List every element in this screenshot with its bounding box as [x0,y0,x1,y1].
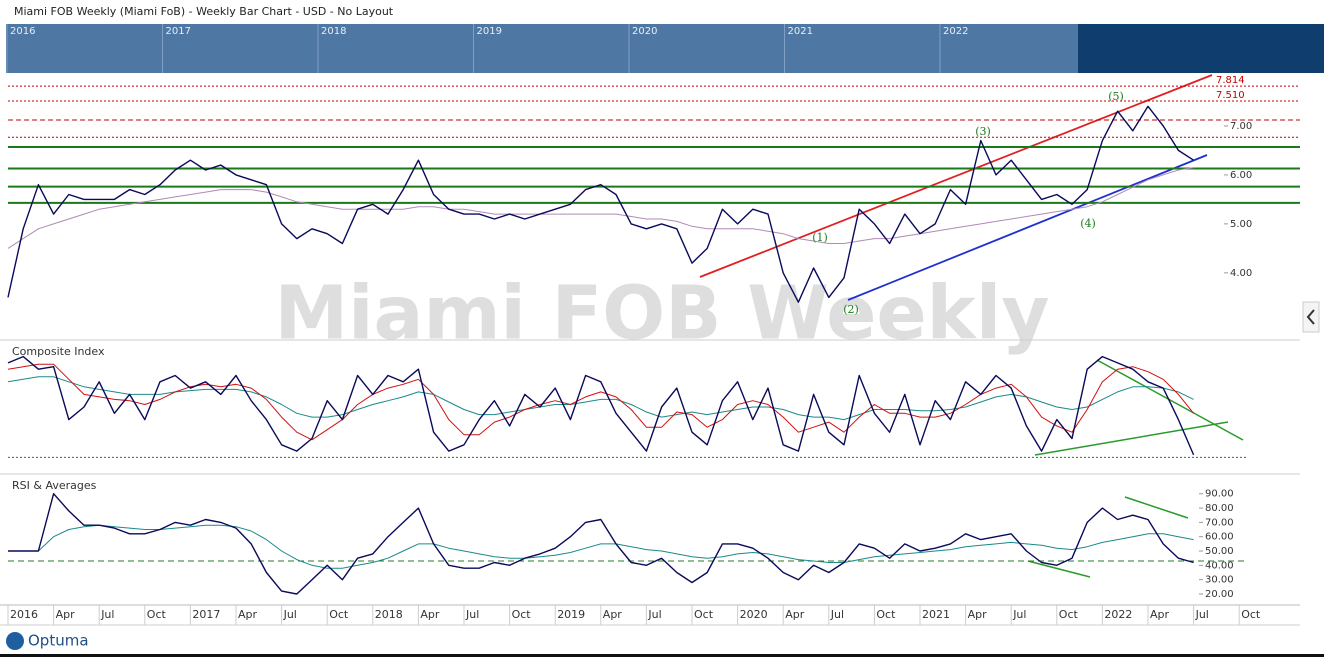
x-tick-label: 2019 [557,608,585,621]
navigator-label: 2016 [10,26,35,37]
level-label: 7.510 [1216,90,1245,101]
x-tick-label: Apr [56,608,76,621]
chevron-icon [1306,309,1315,325]
x-tick-label: Jul [1195,608,1209,621]
y-tick-label: 6.00 [1230,170,1252,181]
x-tick-label: 2022 [1104,608,1132,621]
series-line [8,524,1194,569]
series-line [7,167,1194,249]
x-tick-label: 2017 [192,608,220,621]
y-tick-label: 20.00 [1205,589,1234,600]
trend-line [1124,496,1189,519]
y-tick-label: 90.00 [1205,489,1234,500]
x-tick-label: Apr [603,608,623,621]
chart-title: Miami FOB Weekly (Miami FoB) - Weekly Ba… [14,5,394,18]
x-tick-label: Oct [694,608,714,621]
side-button[interactable] [1302,301,1320,333]
x-tick-label: Oct [147,608,167,621]
series-line [7,355,1195,456]
x-tick-label: Apr [785,608,805,621]
wave-label: (1) [812,231,828,244]
wave-label: (3) [975,125,991,138]
trend-line [1096,359,1244,441]
navigator-label: 2020 [632,26,657,37]
x-tick-label: Apr [968,608,988,621]
x-tick-label: Apr [420,608,440,621]
watermark: Miami FOB Weekly [275,271,1050,357]
x-tick-label: Oct [876,608,896,621]
wave-label: (2) [843,303,859,316]
logo: Optuma [28,632,89,650]
series-line [8,493,1194,595]
x-tick-label: Oct [1241,608,1261,621]
x-tick-label: 2018 [375,608,403,621]
navigator-label: 2019 [477,26,502,37]
x-tick-label: Jul [647,608,661,621]
y-tick-label: 50.00 [1205,546,1234,557]
trend-line [847,154,1208,301]
navigator[interactable] [6,24,1078,73]
navigator-label: 2018 [321,26,346,37]
x-tick-label: 2021 [922,608,950,621]
trend-line [1027,560,1091,578]
x-tick-label: 2020 [740,608,768,621]
series-line [7,376,1194,421]
x-tick-label: Jul [1012,608,1026,621]
x-tick-label: Jul [100,608,114,621]
series-line [7,105,1194,303]
bottom-bar [0,654,1324,657]
x-tick-label: 2016 [10,608,38,621]
trend-line [1034,421,1229,456]
x-tick-label: Oct [512,608,532,621]
panel-title: RSI & Averages [12,479,97,492]
navigator-label: 2017 [166,26,191,37]
x-tick-label: Apr [1150,608,1170,621]
x-tick-label: Jul [283,608,297,621]
panel-title: Composite Index [12,345,105,358]
x-tick-label: Jul [465,608,479,621]
y-tick-label: 7.00 [1230,121,1252,132]
series-line [7,363,1194,441]
y-tick-label: 60.00 [1205,532,1234,543]
level-label: 7.814 [1216,75,1245,86]
navigator-window [1078,24,1324,73]
button[interactable] [1302,301,1320,333]
navigator-label: 2021 [788,26,813,37]
wave-label: (4) [1080,217,1096,230]
x-tick-label: Oct [329,608,349,621]
trend-line [699,74,1213,278]
y-tick-label: 70.00 [1205,517,1234,528]
x-tick-label: Jul [830,608,844,621]
wave-label: (5) [1108,90,1124,103]
y-tick-label: 30.00 [1205,575,1234,586]
logo-icon [6,632,24,650]
navigator-label: 2022 [943,26,968,37]
x-tick-label: Apr [238,608,258,621]
y-tick-label: 40.00 [1205,560,1234,571]
y-tick-label: 80.00 [1205,503,1234,514]
y-tick-label: 4.00 [1230,268,1252,279]
y-tick-label: 5.00 [1230,219,1252,230]
x-tick-label: Oct [1059,608,1079,621]
